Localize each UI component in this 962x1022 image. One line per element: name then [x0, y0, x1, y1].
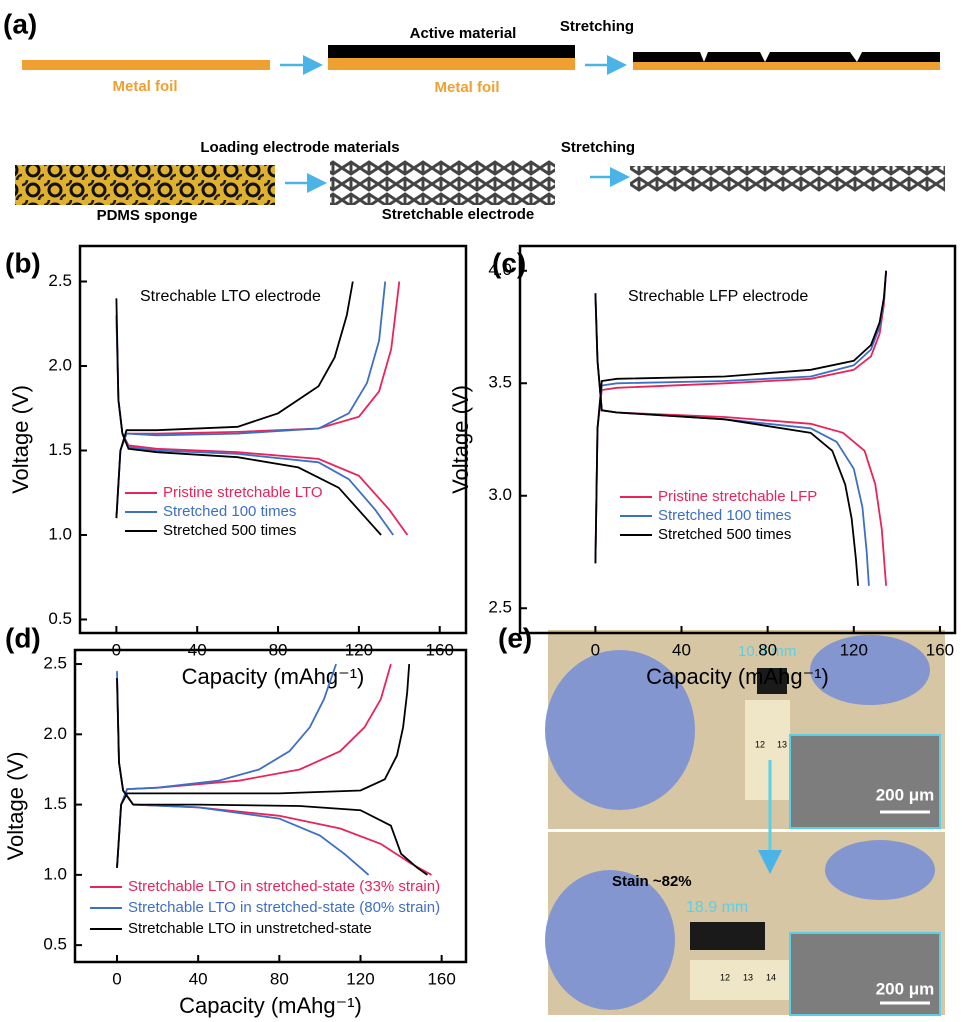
y-tick-label: 2.5 [48, 271, 72, 290]
x-tick-label: 40 [672, 640, 691, 659]
y-tick-label: 0.5 [48, 609, 72, 628]
ruler-label: 13 [777, 739, 787, 749]
metal-foil [22, 60, 270, 70]
annotation: Strechable LTO electrode [140, 288, 321, 305]
x-tick-label: 80 [758, 640, 777, 659]
label: Stretchable electrode [382, 206, 535, 223]
metal-foil [633, 62, 940, 70]
legend-label: Stretchable LTO in unstretched-state [128, 920, 372, 937]
y-tick-label: 0.5 [43, 935, 67, 954]
metal-foil [328, 58, 575, 70]
sem-inset [790, 735, 940, 828]
scale-label: 200 μm [876, 785, 935, 804]
ruler-label: 14 [766, 972, 776, 982]
y-tick-label: 1.5 [43, 794, 67, 813]
panel-label: (b) [5, 247, 41, 278]
label: Stretching [561, 139, 635, 156]
legend-label: Stretched 100 times [163, 503, 296, 520]
panel-label: (a) [3, 8, 37, 39]
y-tick-label: 2.0 [43, 724, 67, 743]
legend-label: Stretchable LTO in stretched-state (80% … [128, 899, 440, 916]
pdms-sponge [15, 165, 275, 205]
legend-label: Stretched 100 times [658, 507, 791, 524]
data-line [117, 664, 369, 875]
x-axis-label: Capacity (mAhg⁻¹) [182, 664, 365, 689]
label: Stretching [560, 18, 634, 35]
label: Active material [410, 25, 517, 42]
legend-label: Stretched 500 times [658, 526, 791, 543]
annotation: Strechable LFP electrode [628, 288, 808, 305]
data-line [117, 664, 432, 875]
y-axis-label: Voltage (V) [8, 385, 33, 494]
x-tick-label: 0 [112, 969, 121, 988]
ruler-label: 12 [720, 972, 730, 982]
figure: (a) (b) (c) (d) (e) Metal foil Active ma… [0, 0, 962, 1022]
y-tick-label: 3.5 [488, 373, 512, 392]
y-tick-label: 2.5 [43, 654, 67, 673]
x-axis-label: Capacity (mAhg⁻¹) [179, 993, 362, 1018]
scale-label: 200 μm [876, 979, 935, 998]
divider [548, 829, 945, 832]
active-material [633, 52, 940, 62]
legend-label: Pristine stretchable LFP [658, 488, 817, 505]
strain-label: Stain ~82% [612, 873, 692, 890]
electrode [330, 160, 555, 205]
panel-label: (d) [5, 622, 41, 653]
y-axis-label: Voltage (V) [448, 385, 473, 494]
y-axis-label: Voltage (V) [3, 752, 28, 861]
y-tick-label: 1.5 [48, 440, 72, 459]
x-axis-label: Capacity (mAhg⁻¹) [646, 664, 829, 689]
schematic-row1: Metal foil Active material Stretching Me… [22, 18, 940, 96]
y-tick-label: 1.0 [48, 524, 72, 543]
x-tick-label: 0 [591, 640, 600, 659]
ruler-label: 13 [743, 972, 753, 982]
ruler-label: 12 [755, 739, 765, 749]
legend-label: Stretchable LTO in stretched-state (33% … [128, 878, 440, 895]
panel-label: (e) [498, 622, 532, 653]
glove [825, 840, 935, 900]
ruler [745, 700, 790, 800]
x-tick-label: 160 [427, 969, 455, 988]
legend-label: Stretched 500 times [163, 522, 296, 539]
label: Metal foil [112, 78, 177, 95]
x-tick-label: 160 [926, 640, 954, 659]
width-label: 18.9 mm [686, 899, 748, 916]
y-tick-label: 2.0 [48, 355, 72, 374]
y-tick-label: 4.0 [488, 260, 512, 279]
legend-label: Pristine stretchable LTO [163, 484, 323, 501]
y-tick-label: 1.0 [43, 864, 67, 883]
x-tick-label: 120 [840, 640, 868, 659]
label: Metal foil [434, 79, 499, 96]
label: PDMS sponge [97, 207, 198, 224]
x-tick-label: 80 [270, 969, 289, 988]
y-tick-label: 2.5 [488, 598, 512, 617]
x-tick-label: 120 [346, 969, 374, 988]
glove [545, 870, 675, 1010]
y-tick-label: 3.0 [488, 485, 512, 504]
active-material [328, 45, 575, 58]
label: Loading electrode materials [200, 139, 399, 156]
x-tick-label: 40 [189, 969, 208, 988]
sample [690, 922, 765, 950]
stretched-electrode [630, 166, 945, 192]
schematic-row2: Loading electrode materials Stretching P… [15, 139, 945, 224]
